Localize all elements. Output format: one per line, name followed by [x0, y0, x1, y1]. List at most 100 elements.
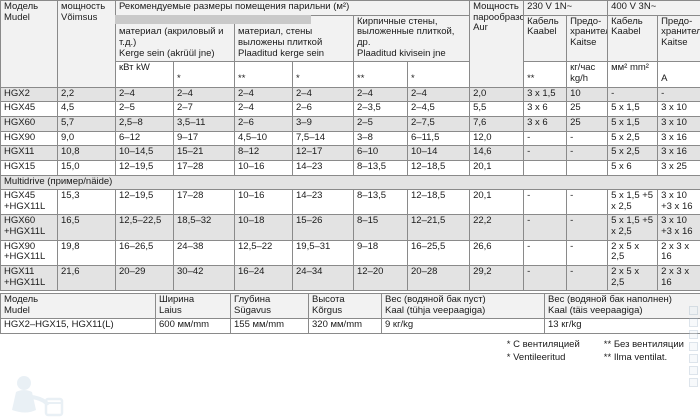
- cell-fuse-400: 3 x 10: [657, 116, 700, 132]
- watermark-figure: [12, 376, 64, 417]
- table-row: HGX90 +HGX11L 19,8 16–26,5 24–38 12,5–22 19,5…: [0, 239, 700, 266]
- cell-fuse-230: -: [566, 214, 609, 241]
- header-power: мощность Võimsus: [57, 0, 116, 88]
- dim-cell-depth: 155 мм/mm: [230, 318, 309, 334]
- header-fuse-230: Предо-хранители Kaitse: [566, 14, 609, 63]
- unit-cable-230: мм² mm²: [607, 61, 659, 88]
- header-row-group: Модель Mudel мощность Võimsus Рекомендуе…: [0, 0, 700, 88]
- header-wall-tiled: Легкий стеновой материал, стены выложены…: [234, 14, 354, 63]
- cell-fuse-400: 3 x 16: [657, 130, 700, 147]
- dim-cell-width: 600 мм/mm: [155, 318, 231, 334]
- cell-light1: 16–26,5: [115, 239, 174, 266]
- cell-cable-400: 5 x 1,5: [607, 101, 659, 117]
- cell-fuse-230: 10: [566, 86, 609, 103]
- cell-cable-400: 5 x 2,5: [607, 130, 659, 147]
- cell-tiled2: 2–4: [292, 86, 354, 103]
- cell-cable-230: 3 x 6: [523, 101, 568, 117]
- dimensions-header-row: Модель Mudel Ширина Laius Глубина Sügavu…: [0, 293, 700, 320]
- dim-cell-height: 320 мм/mm: [308, 318, 382, 334]
- cell-power: 10,8: [57, 145, 116, 161]
- cell-model: HGX60: [0, 116, 58, 132]
- cell-brick2: 12–18,5: [406, 189, 471, 216]
- cell-power: 5,7: [57, 116, 116, 132]
- cell-model: HGX45: [0, 101, 58, 117]
- header-voltage-400: 400 V 3N~: [607, 0, 700, 16]
- cell-power: 16,5: [57, 214, 116, 241]
- cell-cable-400: 2 x 5 x 2,5: [607, 264, 659, 292]
- header-wall-brick: Кирпичные стены, выложенные плиткой, др.…: [352, 14, 471, 63]
- cell-brick2: 12–18,5: [406, 159, 471, 176]
- cell-tiled2: 14–23: [292, 189, 354, 216]
- cell-model: HGX60 +HGX11L: [0, 214, 58, 241]
- cell-steam: 12,0: [469, 130, 525, 147]
- dim-cell-model: HGX2–HGX15, HGX11(L): [0, 318, 156, 334]
- specifications-table: Модель Mudel мощность Võimsus Рекомендуе…: [0, 0, 700, 292]
- cell-cable-400: -: [607, 86, 659, 103]
- cell-cable-230: -: [523, 130, 568, 147]
- unit-fuse-230: A: [657, 61, 700, 88]
- table-row: HGX60 5,7 2,5–8 3,5–11 2–6 3–9 2–5 2–7,5 7,6 3 x …: [0, 116, 700, 132]
- header-steam: Мощность парообразования Aur: [469, 0, 525, 88]
- cell-light1: 2,5–8: [115, 116, 174, 132]
- cell-tiled1: 10–16: [234, 159, 293, 176]
- table-row: HGX11 +HGX11L 21,6 20–29 30–42 16–24 24–34 12–…: [0, 264, 700, 292]
- cell-cable-230: [523, 159, 568, 176]
- cell-steam: 20,1: [469, 159, 525, 176]
- cell-steam: 7,6: [469, 116, 525, 132]
- cell-fuse-230: 25: [566, 116, 609, 132]
- cell-brick1: 2–4: [353, 86, 408, 103]
- table-row: HGX2 2,2 2–4 2–4 2–4 2–4 2–4 2–4 2,0 3 x 1,5 10- -: [0, 86, 700, 103]
- cell-tiled1: 4,5–10: [234, 130, 293, 147]
- cell-fuse-400: 2 x 3 x 16: [657, 239, 700, 266]
- cell-brick1: 8–13,5: [353, 189, 408, 216]
- footnotes: * С вентиляцией * Ventileeritud ** Без в…: [0, 339, 700, 365]
- cell-fuse-230: -: [566, 189, 609, 216]
- section-label: Multidrive (пример/näide): [0, 174, 700, 191]
- cell-model: HGX90: [0, 130, 58, 147]
- cell-cable-400: 5 x 1,5 +5 x 2,5: [607, 189, 659, 216]
- cell-brick1: 9–18: [353, 239, 408, 266]
- cell-tiled1: 2–6: [234, 116, 293, 132]
- cell-model: HGX45 +HGX11L: [0, 189, 58, 216]
- cell-brick2: 16–25,5: [406, 239, 471, 266]
- header-row-units: кВт kW * ** * ** * ** кг/час kg/h мм² mm…: [1, 61, 700, 88]
- cell-brick2: 10–14: [406, 145, 471, 161]
- cell-light2: 2–4: [173, 86, 235, 103]
- cell-cable-230: 3 x 6: [523, 116, 568, 132]
- unit-tiled-star1: *: [292, 61, 354, 88]
- cell-cable-230: -: [523, 145, 568, 161]
- cell-light1: 6–12: [115, 130, 174, 147]
- cell-model: HGX2: [0, 86, 58, 103]
- cell-cable-230: -: [523, 239, 568, 266]
- cell-steam: 20,1: [469, 189, 525, 216]
- cell-cable-400: 5 x 1,5 +5 x 2,5: [607, 214, 659, 241]
- cell-brick2: 2–4: [406, 86, 471, 103]
- cell-light1: 12–19,5: [115, 159, 174, 176]
- cell-light2: 9–17: [173, 130, 235, 147]
- cell-tiled1: 8–12: [234, 145, 293, 161]
- cell-tiled2: 15–26: [292, 214, 354, 241]
- cell-steam: 2,0: [469, 86, 525, 103]
- cell-tiled2: 2–6: [292, 101, 354, 117]
- cell-brick2: 2–7,5: [406, 116, 471, 132]
- cell-tiled2: 12–17: [292, 145, 354, 161]
- cell-cable-230: -: [523, 214, 568, 241]
- cell-cable-400: 5 x 6: [607, 159, 659, 176]
- unit-light-star2: **: [234, 61, 293, 88]
- unit-light-star1: *: [173, 61, 235, 88]
- cell-tiled1: 12,5–22: [234, 239, 293, 266]
- cell-light2: 2–7: [173, 101, 235, 117]
- cell-fuse-400: 2 x 3 x 16: [657, 264, 700, 292]
- cell-tiled1: 2–4: [234, 86, 293, 103]
- header-cable-400: Кабель Kaabel: [607, 14, 659, 63]
- header-fuse-400: Предо-хранители Kaitse: [657, 14, 700, 63]
- cell-steam: 5,5: [469, 101, 525, 117]
- header-voltage-230: 230 V 1N~: [523, 0, 609, 16]
- cell-fuse-230: -: [566, 145, 609, 161]
- dim-header-weight-full: Вес (водяной бак наполнен) Kaal (täis ve…: [544, 293, 700, 320]
- cell-fuse-400: 3 x 16: [657, 145, 700, 161]
- cell-tiled2: 3–9: [292, 116, 354, 132]
- dim-cell-weight-empty: 9 кг/kg: [381, 318, 545, 334]
- cell-brick1: 2–3,5: [353, 101, 408, 117]
- table-row: HGX15 15,0 12–19,5 17–28 10–16 14–23 8–13,5 12–…: [0, 159, 700, 176]
